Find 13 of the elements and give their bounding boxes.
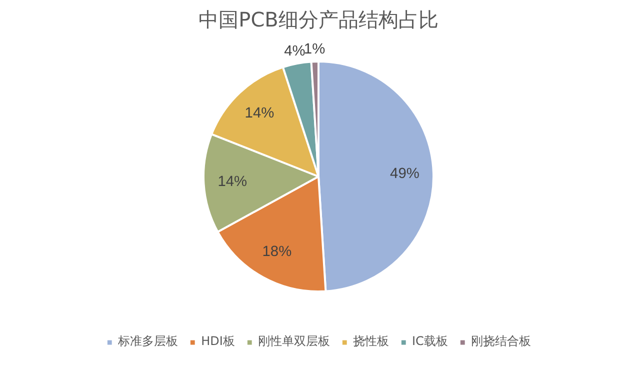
- legend-label: 刚挠结合板: [470, 333, 531, 350]
- legend-label: 刚性单双层板: [258, 333, 330, 350]
- data-label: 14%: [244, 106, 274, 122]
- data-label: 18%: [262, 244, 292, 260]
- data-label: 49%: [390, 166, 420, 182]
- data-label: 4%: [284, 44, 306, 60]
- chart-title: 中国PCB细分产品结构占比: [198, 8, 438, 32]
- legend-label: 标准多层板: [118, 333, 178, 350]
- legend-label: 挠性板: [352, 333, 389, 350]
- legend-label: HDI板: [201, 333, 235, 350]
- data-label: 1%: [304, 42, 326, 58]
- data-label: 14%: [218, 174, 248, 190]
- legend-label: IC载板: [412, 333, 448, 350]
